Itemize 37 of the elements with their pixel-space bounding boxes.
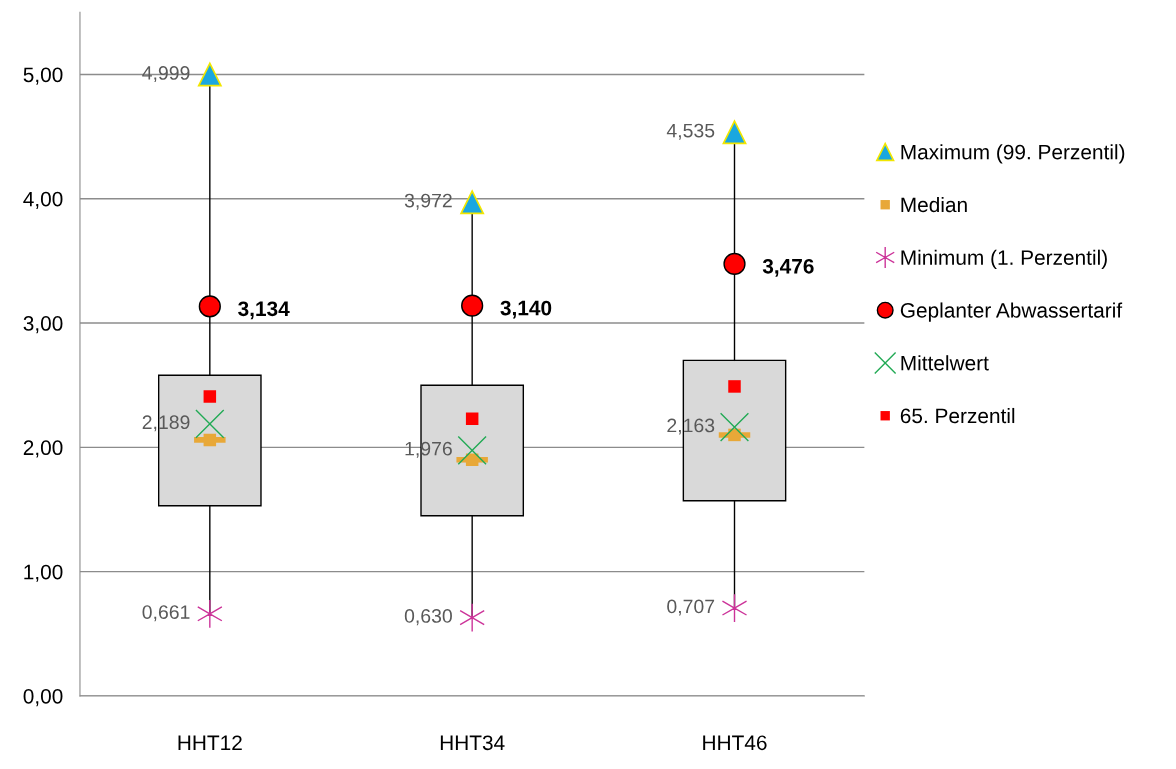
y-tick-label: 5,00 bbox=[23, 67, 63, 85]
y-tick-label: 0,00 bbox=[23, 688, 63, 707]
legend-label: Minimum (1. Perzentil) bbox=[901, 249, 1107, 270]
data-label: 0,661 bbox=[142, 605, 190, 622]
data-label: 3,476 bbox=[762, 258, 814, 277]
point bbox=[460, 190, 485, 215]
point bbox=[459, 603, 485, 633]
y-tick-label: 1,00 bbox=[24, 564, 63, 582]
point bbox=[465, 412, 479, 426]
point bbox=[719, 412, 750, 442]
data-label: 3,140 bbox=[500, 300, 552, 319]
legend-label: Median bbox=[901, 196, 967, 213]
data-label: 3,134 bbox=[238, 301, 290, 320]
point bbox=[203, 433, 217, 447]
y-tick-label: 4,00 bbox=[23, 191, 63, 209]
point bbox=[197, 599, 223, 629]
point bbox=[197, 62, 222, 87]
point bbox=[203, 390, 217, 403]
y-tick-label: 3,00 bbox=[23, 316, 63, 334]
x-tick-label: HHT34 bbox=[440, 735, 505, 751]
legend-label: Maximum (99. Perzentil) bbox=[901, 144, 1125, 164]
point bbox=[457, 435, 487, 465]
point bbox=[728, 380, 741, 393]
x-tick-label: HHT12 bbox=[178, 735, 242, 750]
data-label: 0,707 bbox=[667, 599, 715, 616]
x-tick-label: HHT46 bbox=[703, 735, 767, 751]
point bbox=[195, 409, 225, 439]
point bbox=[723, 252, 746, 275]
data-label: 4,535 bbox=[666, 123, 715, 140]
y-tick-label: 2,00 bbox=[23, 440, 63, 458]
legend-label: Mittelwert bbox=[901, 355, 989, 371]
legend-label: Geplanter Abwassertarif bbox=[900, 302, 1123, 322]
point bbox=[461, 294, 484, 317]
data-label: 0,630 bbox=[404, 609, 452, 626]
point bbox=[198, 295, 221, 318]
point bbox=[722, 120, 747, 145]
legend-label: 65. Perzentil bbox=[900, 407, 1015, 424]
